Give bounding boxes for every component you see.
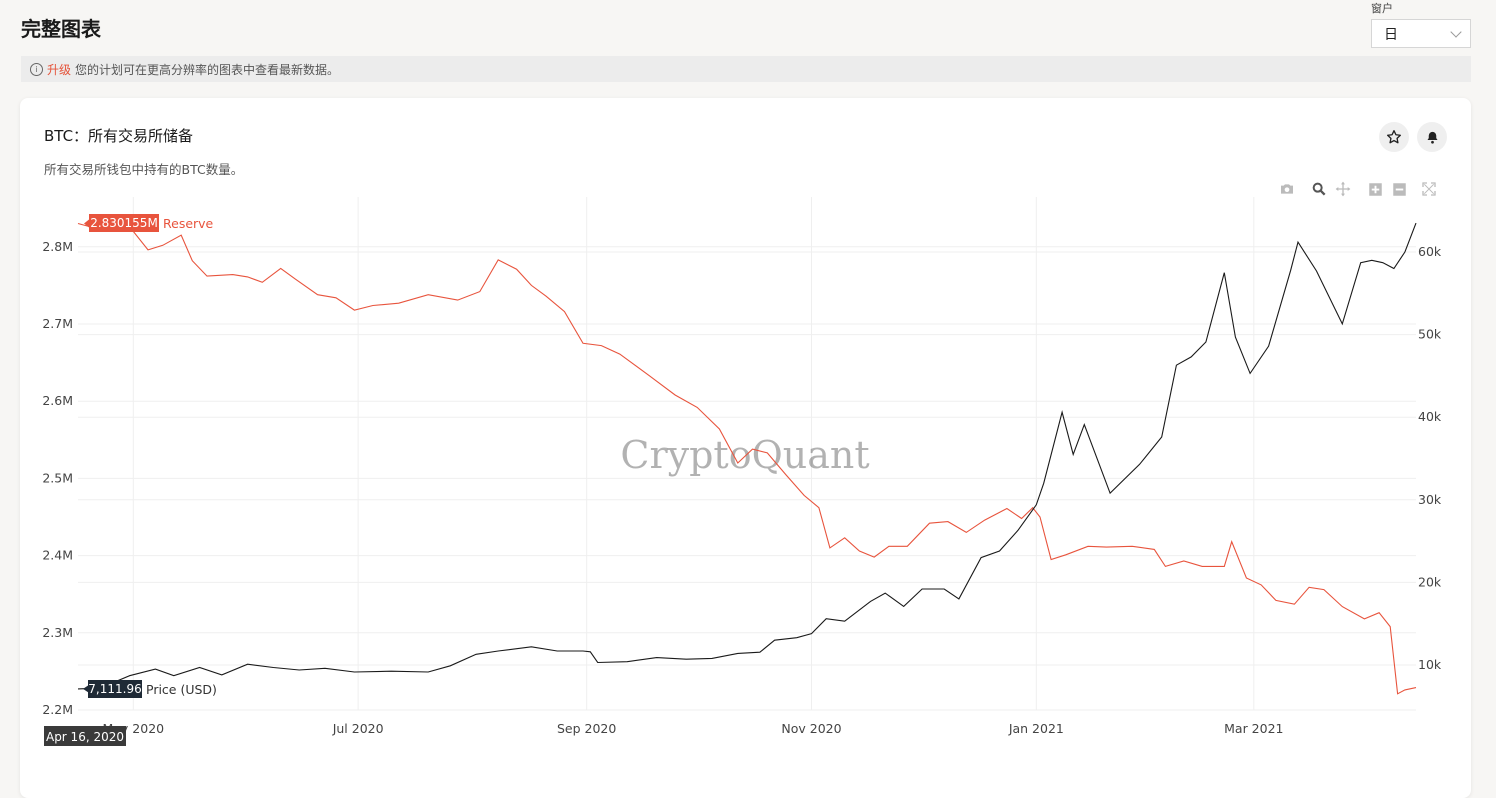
zoom-out-icon <box>1392 182 1406 196</box>
zoom-tool-button[interactable] <box>1310 180 1328 198</box>
chevron-down-icon <box>1450 25 1462 38</box>
pan-icon <box>1335 181 1351 197</box>
zoom-in-icon <box>1368 182 1382 196</box>
autoscale-icon <box>1422 182 1436 196</box>
zoom-icon <box>1312 182 1326 196</box>
zoom-in-button[interactable] <box>1366 180 1384 198</box>
alert-button[interactable] <box>1417 122 1447 152</box>
upgrade-link[interactable]: 升级 <box>47 62 72 77</box>
upgrade-notice: i 升级 您的计划可在更高分辨率的图表中查看最新数据。 <box>21 56 1471 82</box>
favorite-button[interactable] <box>1379 122 1409 152</box>
download-image-button[interactable] <box>1278 180 1296 198</box>
camera-icon <box>1281 184 1293 194</box>
window-value: 日 <box>1384 26 1398 43</box>
bell-icon <box>1427 131 1437 144</box>
chart-toolbar <box>1278 180 1438 198</box>
info-icon: i <box>30 62 43 76</box>
window-label: 窗户 <box>1371 2 1393 15</box>
autoscale-button[interactable] <box>1420 180 1438 198</box>
notice-text: 您的计划可在更高分辨率的图表中查看最新数据。 <box>75 62 340 77</box>
chart-subtitle: 所有交易所钱包中持有的BTC数量。 <box>44 162 244 177</box>
chart-title: BTC：所有交易所储备 <box>44 127 194 145</box>
zoom-out-button[interactable] <box>1390 180 1408 198</box>
window-dropdown[interactable]: 日 <box>1371 19 1471 48</box>
page-title: 完整图表 <box>21 17 101 41</box>
chart-card: BTC：所有交易所储备 所有交易所钱包中持有的BTC数量。 <box>20 98 1471 798</box>
window-select[interactable]: 窗户 日 <box>1371 2 1471 48</box>
pan-tool-button[interactable] <box>1334 180 1352 198</box>
star-icon <box>1387 130 1401 144</box>
